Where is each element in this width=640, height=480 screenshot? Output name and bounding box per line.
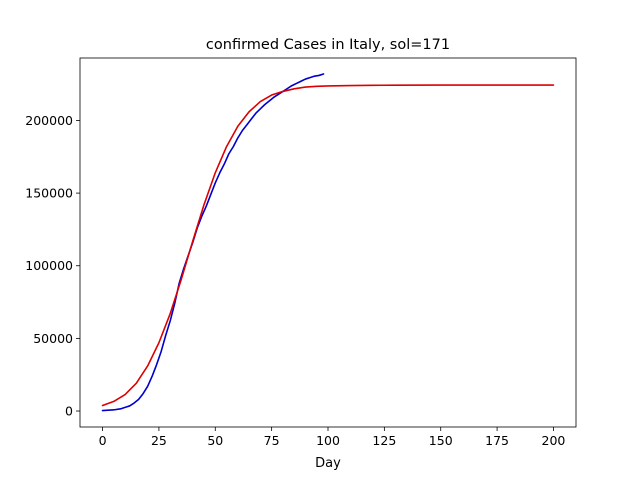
y-axis-ticks: 0 50000 100000 150000 200000 xyxy=(25,113,80,419)
x-tick-label: 75 xyxy=(264,433,280,448)
y-tick-label: 150000 xyxy=(25,186,73,201)
x-tick-label: 0 xyxy=(99,433,107,448)
x-tick-label: 25 xyxy=(151,433,167,448)
x-tick-label: 125 xyxy=(372,433,396,448)
series-layer xyxy=(101,73,555,412)
plot-background xyxy=(80,58,576,427)
x-axis-ticks: 0 25 50 75 100 125 150 175 200 xyxy=(99,427,566,448)
y-tick-label: 100000 xyxy=(25,258,73,273)
series-line-1 xyxy=(101,73,325,412)
y-tick-label: 50000 xyxy=(33,331,73,346)
x-tick-label: 100 xyxy=(316,433,340,448)
x-tick-label: 200 xyxy=(542,433,566,448)
chart-title: confirmed Cases in Italy, sol=171 xyxy=(206,37,450,53)
x-tick-label: 150 xyxy=(429,433,453,448)
y-tick-label: 200000 xyxy=(25,113,73,128)
y-tick-label: 0 xyxy=(65,404,73,419)
x-tick-label: 50 xyxy=(207,433,223,448)
x-axis-label: Day xyxy=(315,456,341,471)
series-line-2 xyxy=(101,84,555,407)
x-tick-label: 175 xyxy=(485,433,509,448)
